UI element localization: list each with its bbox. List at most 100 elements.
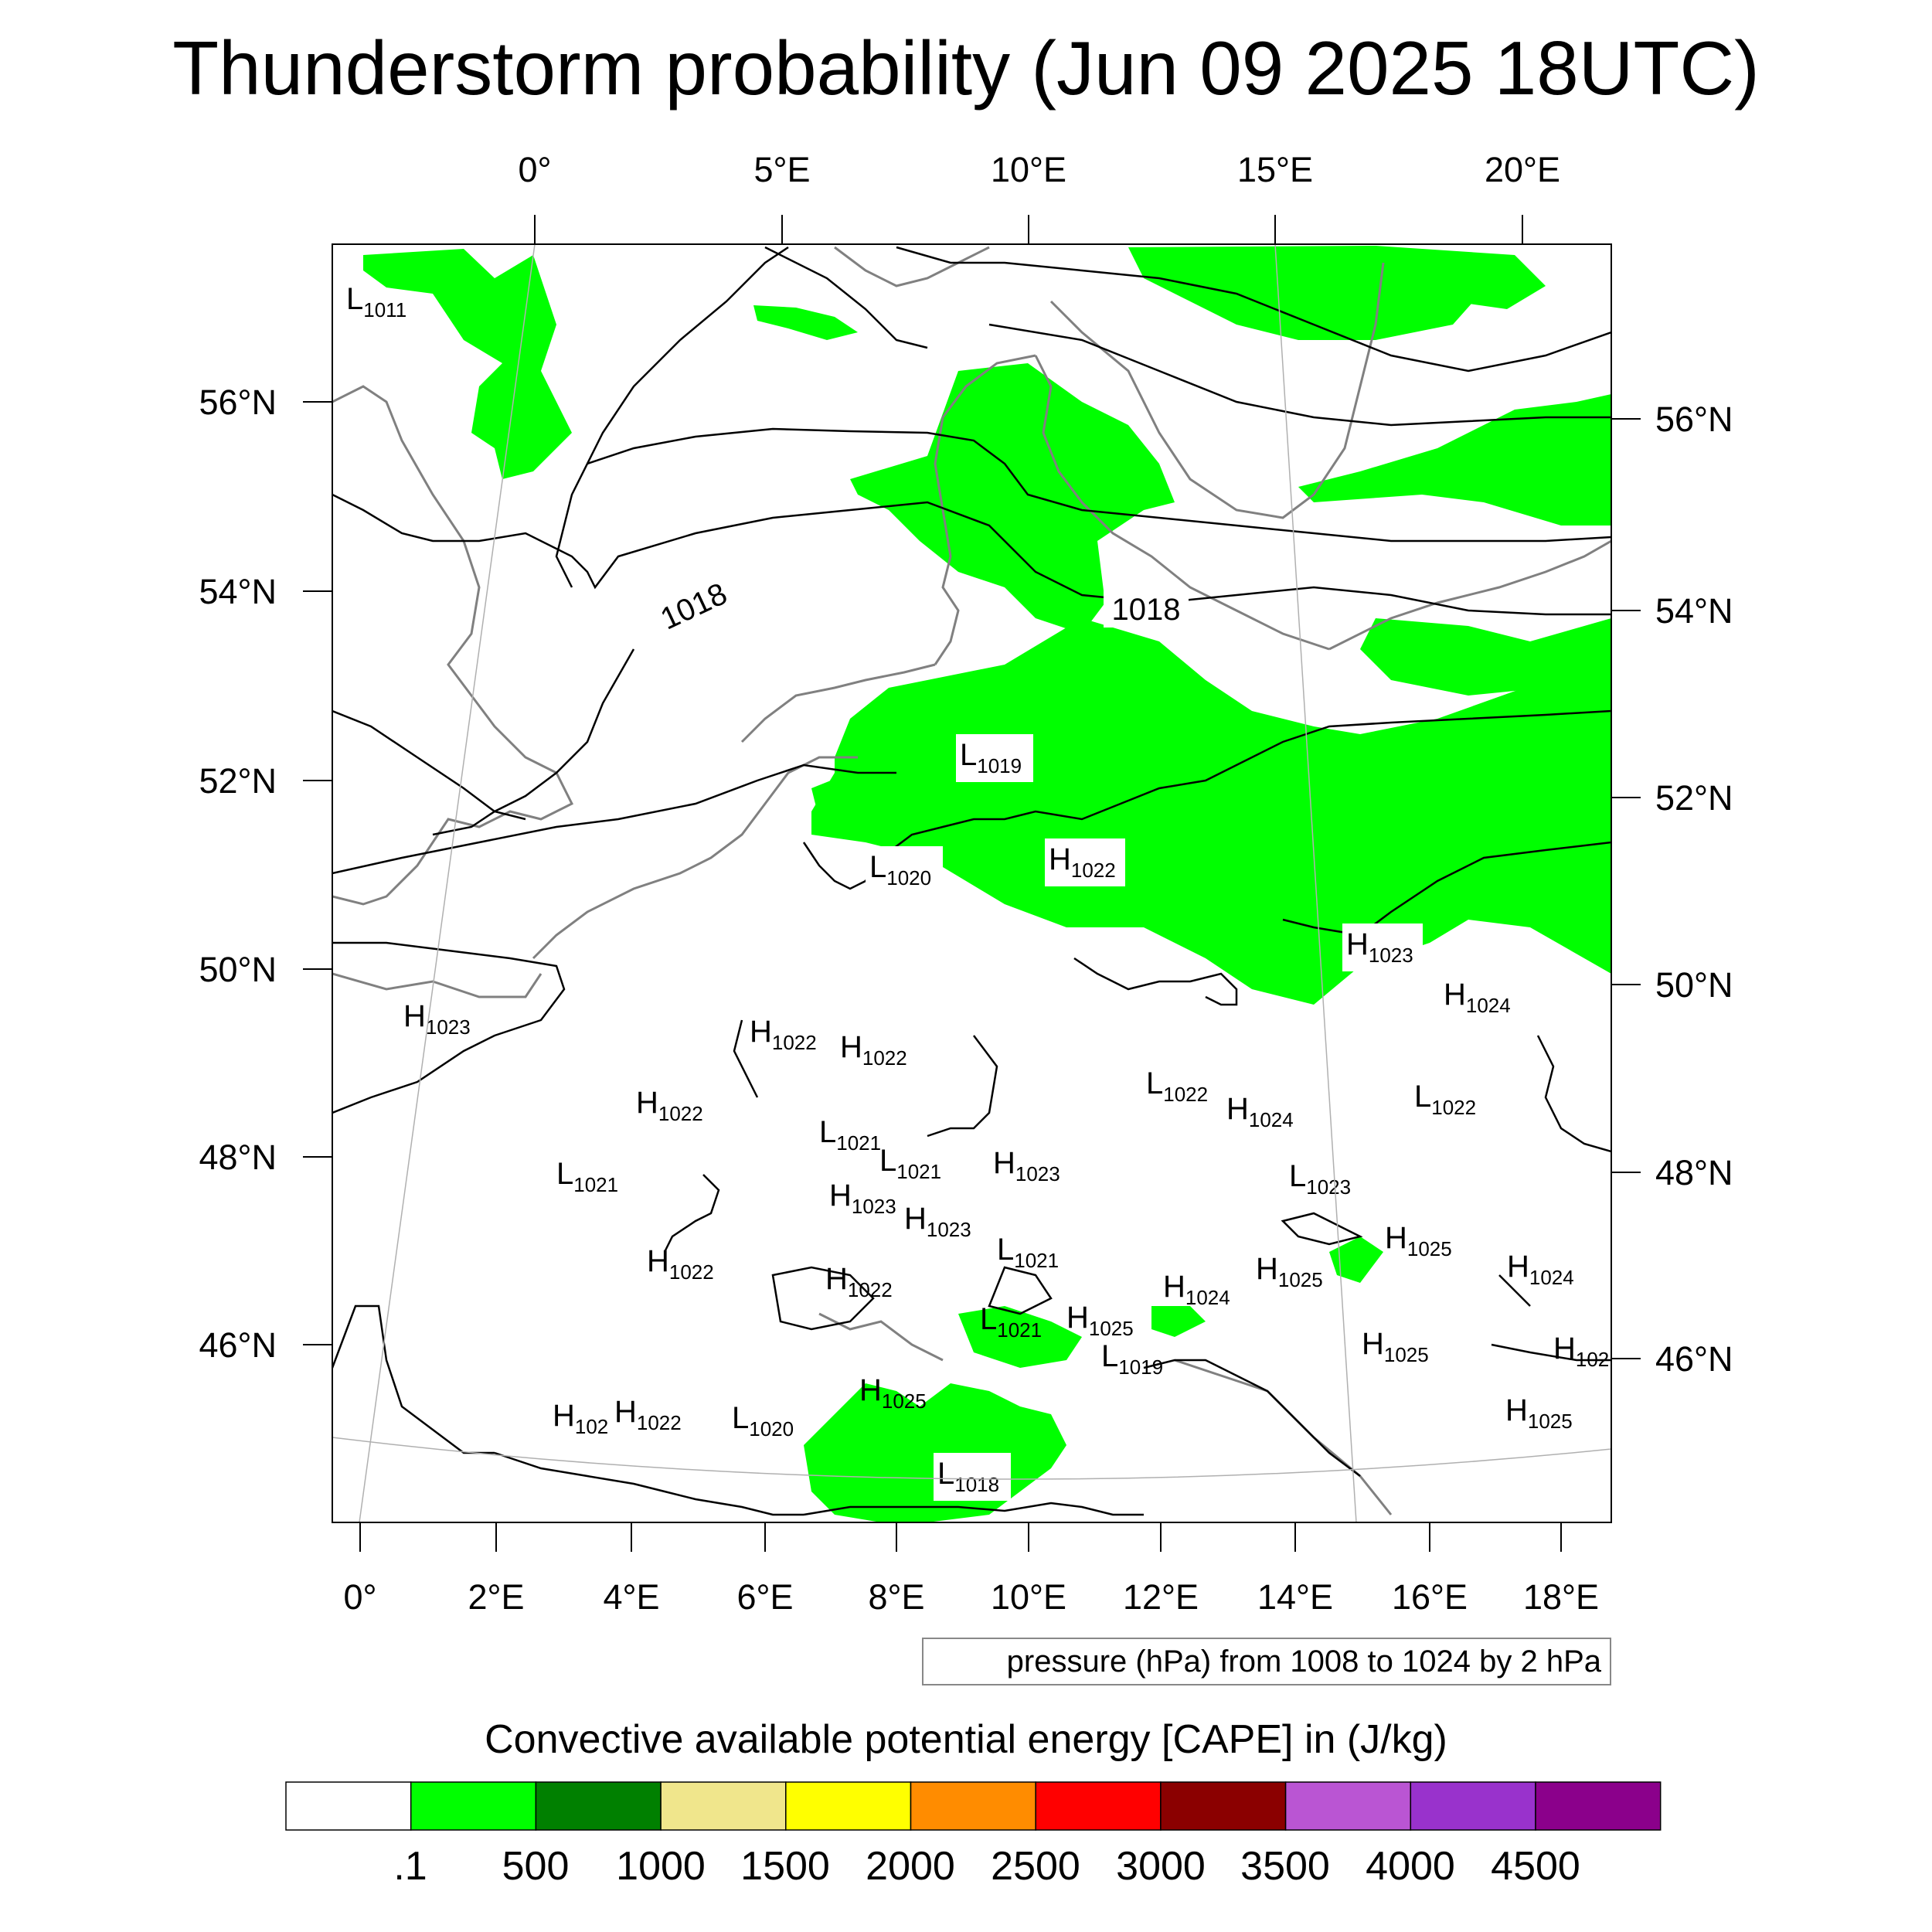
cape-area-baltic — [1128, 246, 1515, 340]
pressure-label-bg — [1342, 923, 1423, 971]
axis-tick-label: 56°N — [199, 383, 277, 422]
bottom-lon-labels: 0° 2°E 4°E 6°E 8°E 10°E 12°E 14°E 16°E 1… — [343, 1577, 1599, 1617]
colorbar-label: 3000 — [1116, 1844, 1206, 1889]
graticule-lat-45n — [332, 1437, 1611, 1480]
isobar-low-1 — [1073, 957, 1238, 1006]
axis-tick-label: 52°N — [1655, 778, 1733, 818]
pressure-center-label: H1022 — [647, 1244, 714, 1284]
colorbar-label: 4500 — [1491, 1844, 1580, 1889]
axis-tick-label: 15°E — [1237, 150, 1313, 189]
cape-area-northsea-west — [363, 249, 572, 479]
axis-tick-label: 5°E — [753, 150, 810, 189]
top-lon-labels: 0° 5°E 10°E 15°E 20°E — [518, 150, 1560, 189]
colorbar-swatch — [910, 1781, 1036, 1831]
isobar-north-2 — [896, 246, 1611, 372]
colorbar-label: 2000 — [866, 1844, 955, 1889]
pressure-center-label: L1019 — [960, 738, 1022, 777]
isobar-low-5 — [1281, 1212, 1363, 1246]
axis-tick-label: 46°N — [1655, 1339, 1733, 1379]
pressure-center-label: H102 — [1553, 1332, 1609, 1371]
isobar-low-6 — [771, 1266, 875, 1331]
cape-area-north-norway — [1437, 255, 1546, 309]
pressure-label-bg — [866, 846, 943, 894]
pressure-center-label: H1023 — [904, 1202, 971, 1241]
colorbar-label: 1000 — [616, 1844, 706, 1889]
pressure-center-label: H1022 — [1049, 842, 1116, 882]
pressure-centers: L1011 L1019 L1020 H1022 H1023 H1024 H102… — [346, 282, 1609, 1501]
isobar-south-4 — [1143, 1359, 1361, 1477]
colorbar-label: 1500 — [740, 1844, 830, 1889]
isobar-low-3 — [733, 1019, 759, 1098]
left-lat-labels: 56°N 54°N 52°N 50°N 48°N 46°N — [199, 383, 277, 1365]
tick-marks — [303, 215, 1641, 1552]
colorbar-swatch — [1410, 1781, 1536, 1831]
isobar-label: 1018 — [1112, 593, 1181, 627]
pressure-center-label: L1021 — [556, 1157, 618, 1196]
isobar-south-7 — [1498, 1274, 1531, 1307]
pressure-center-label: H1022 — [636, 1086, 703, 1125]
axis-tick-label: 2°E — [468, 1577, 524, 1617]
axis-tick-label: 56°N — [1655, 400, 1733, 439]
coastline-denmark-west — [934, 354, 1036, 665]
isobar-1018-upper — [555, 246, 789, 588]
pressure-label-bg — [1045, 838, 1125, 886]
colorbar-swatch — [1284, 1781, 1412, 1831]
pressure-center-label: H1022 — [614, 1395, 682, 1434]
cape-area-sweden-east — [1298, 394, 1611, 526]
axis-tick-label: 6°E — [736, 1577, 793, 1617]
cape-area-germany-poland — [811, 618, 1611, 1005]
cape-areas — [363, 246, 1611, 1522]
colorbar-label: 2500 — [991, 1844, 1080, 1889]
isobar-south-3 — [803, 1502, 1144, 1516]
axis-tick-label: 20°E — [1485, 150, 1560, 189]
pressure-note: pressure (hPa) from 1008 to 1024 by 2 hP… — [922, 1638, 1611, 1685]
pressure-center-label: L1011 — [346, 282, 406, 321]
isobar-label-bg — [646, 570, 740, 641]
isobar-mid-2 — [332, 709, 526, 821]
isobar-north-1 — [764, 246, 928, 349]
colorbar-label: 500 — [502, 1844, 570, 1889]
pressure-center-label: H1024 — [1226, 1092, 1294, 1131]
pressure-note-box — [922, 1638, 1611, 1685]
cape-area-skagerrak — [753, 305, 858, 340]
pressure-label-bg — [956, 734, 1033, 782]
isobar-mid-5 — [1282, 841, 1611, 937]
isobar-mid-3 — [332, 764, 896, 875]
axis-tick-label: 0° — [518, 150, 551, 189]
cape-area-hungary — [1329, 1236, 1383, 1283]
isobar-mid-1 — [587, 427, 1611, 543]
axis-tick-label: 12°E — [1123, 1577, 1199, 1617]
map-panel: 1018 1018 L1011 L1019 L1020 H1022 H1023 … — [199, 150, 1733, 1617]
pressure-center-label: L1021 — [879, 1144, 941, 1183]
isobar-north-3 — [988, 323, 1611, 427]
isobar-south-2 — [494, 1451, 804, 1516]
coastline-baltic-south — [1328, 539, 1611, 651]
pressure-center-label: L1022 — [1146, 1066, 1208, 1106]
pressure-center-label: H1024 — [1163, 1270, 1230, 1309]
cape-area-alps-north — [958, 1306, 1082, 1368]
colorbar-swatch — [1535, 1781, 1662, 1831]
axis-tick-label: 46°N — [199, 1325, 277, 1365]
axis-tick-label: 8°E — [868, 1577, 924, 1617]
colorbar-swatch — [410, 1781, 537, 1831]
pressure-center-label: L1020 — [869, 850, 931, 889]
pressure-center-label: H1025 — [859, 1373, 927, 1413]
colorbar-swatch — [785, 1781, 912, 1831]
pressure-label-bg — [934, 1453, 1011, 1501]
colorbar-swatches — [285, 1781, 1662, 1831]
colorbar-swatch — [1160, 1781, 1287, 1831]
axis-tick-label: 18°E — [1523, 1577, 1599, 1617]
axis-tick-label: 48°N — [1655, 1153, 1733, 1192]
colorbar-label: 3500 — [1240, 1844, 1330, 1889]
colorbar-labels: .1 500 1000 1500 2000 2500 3000 3500 400… — [393, 1844, 1580, 1889]
axis-tick-label: 14°E — [1257, 1577, 1333, 1617]
axis-tick-label: 48°N — [199, 1138, 277, 1177]
colorbar-label: .1 — [393, 1844, 427, 1889]
isobar-south-5 — [1491, 1343, 1611, 1362]
cape-area-denmark — [850, 363, 1175, 634]
graticule-lon-0 — [359, 244, 536, 1522]
pressure-center-label: L1023 — [1289, 1159, 1351, 1199]
colorbar-swatch — [535, 1781, 662, 1831]
pressure-center-label: L1020 — [732, 1401, 794, 1440]
isobar-low-7 — [988, 1266, 1053, 1315]
